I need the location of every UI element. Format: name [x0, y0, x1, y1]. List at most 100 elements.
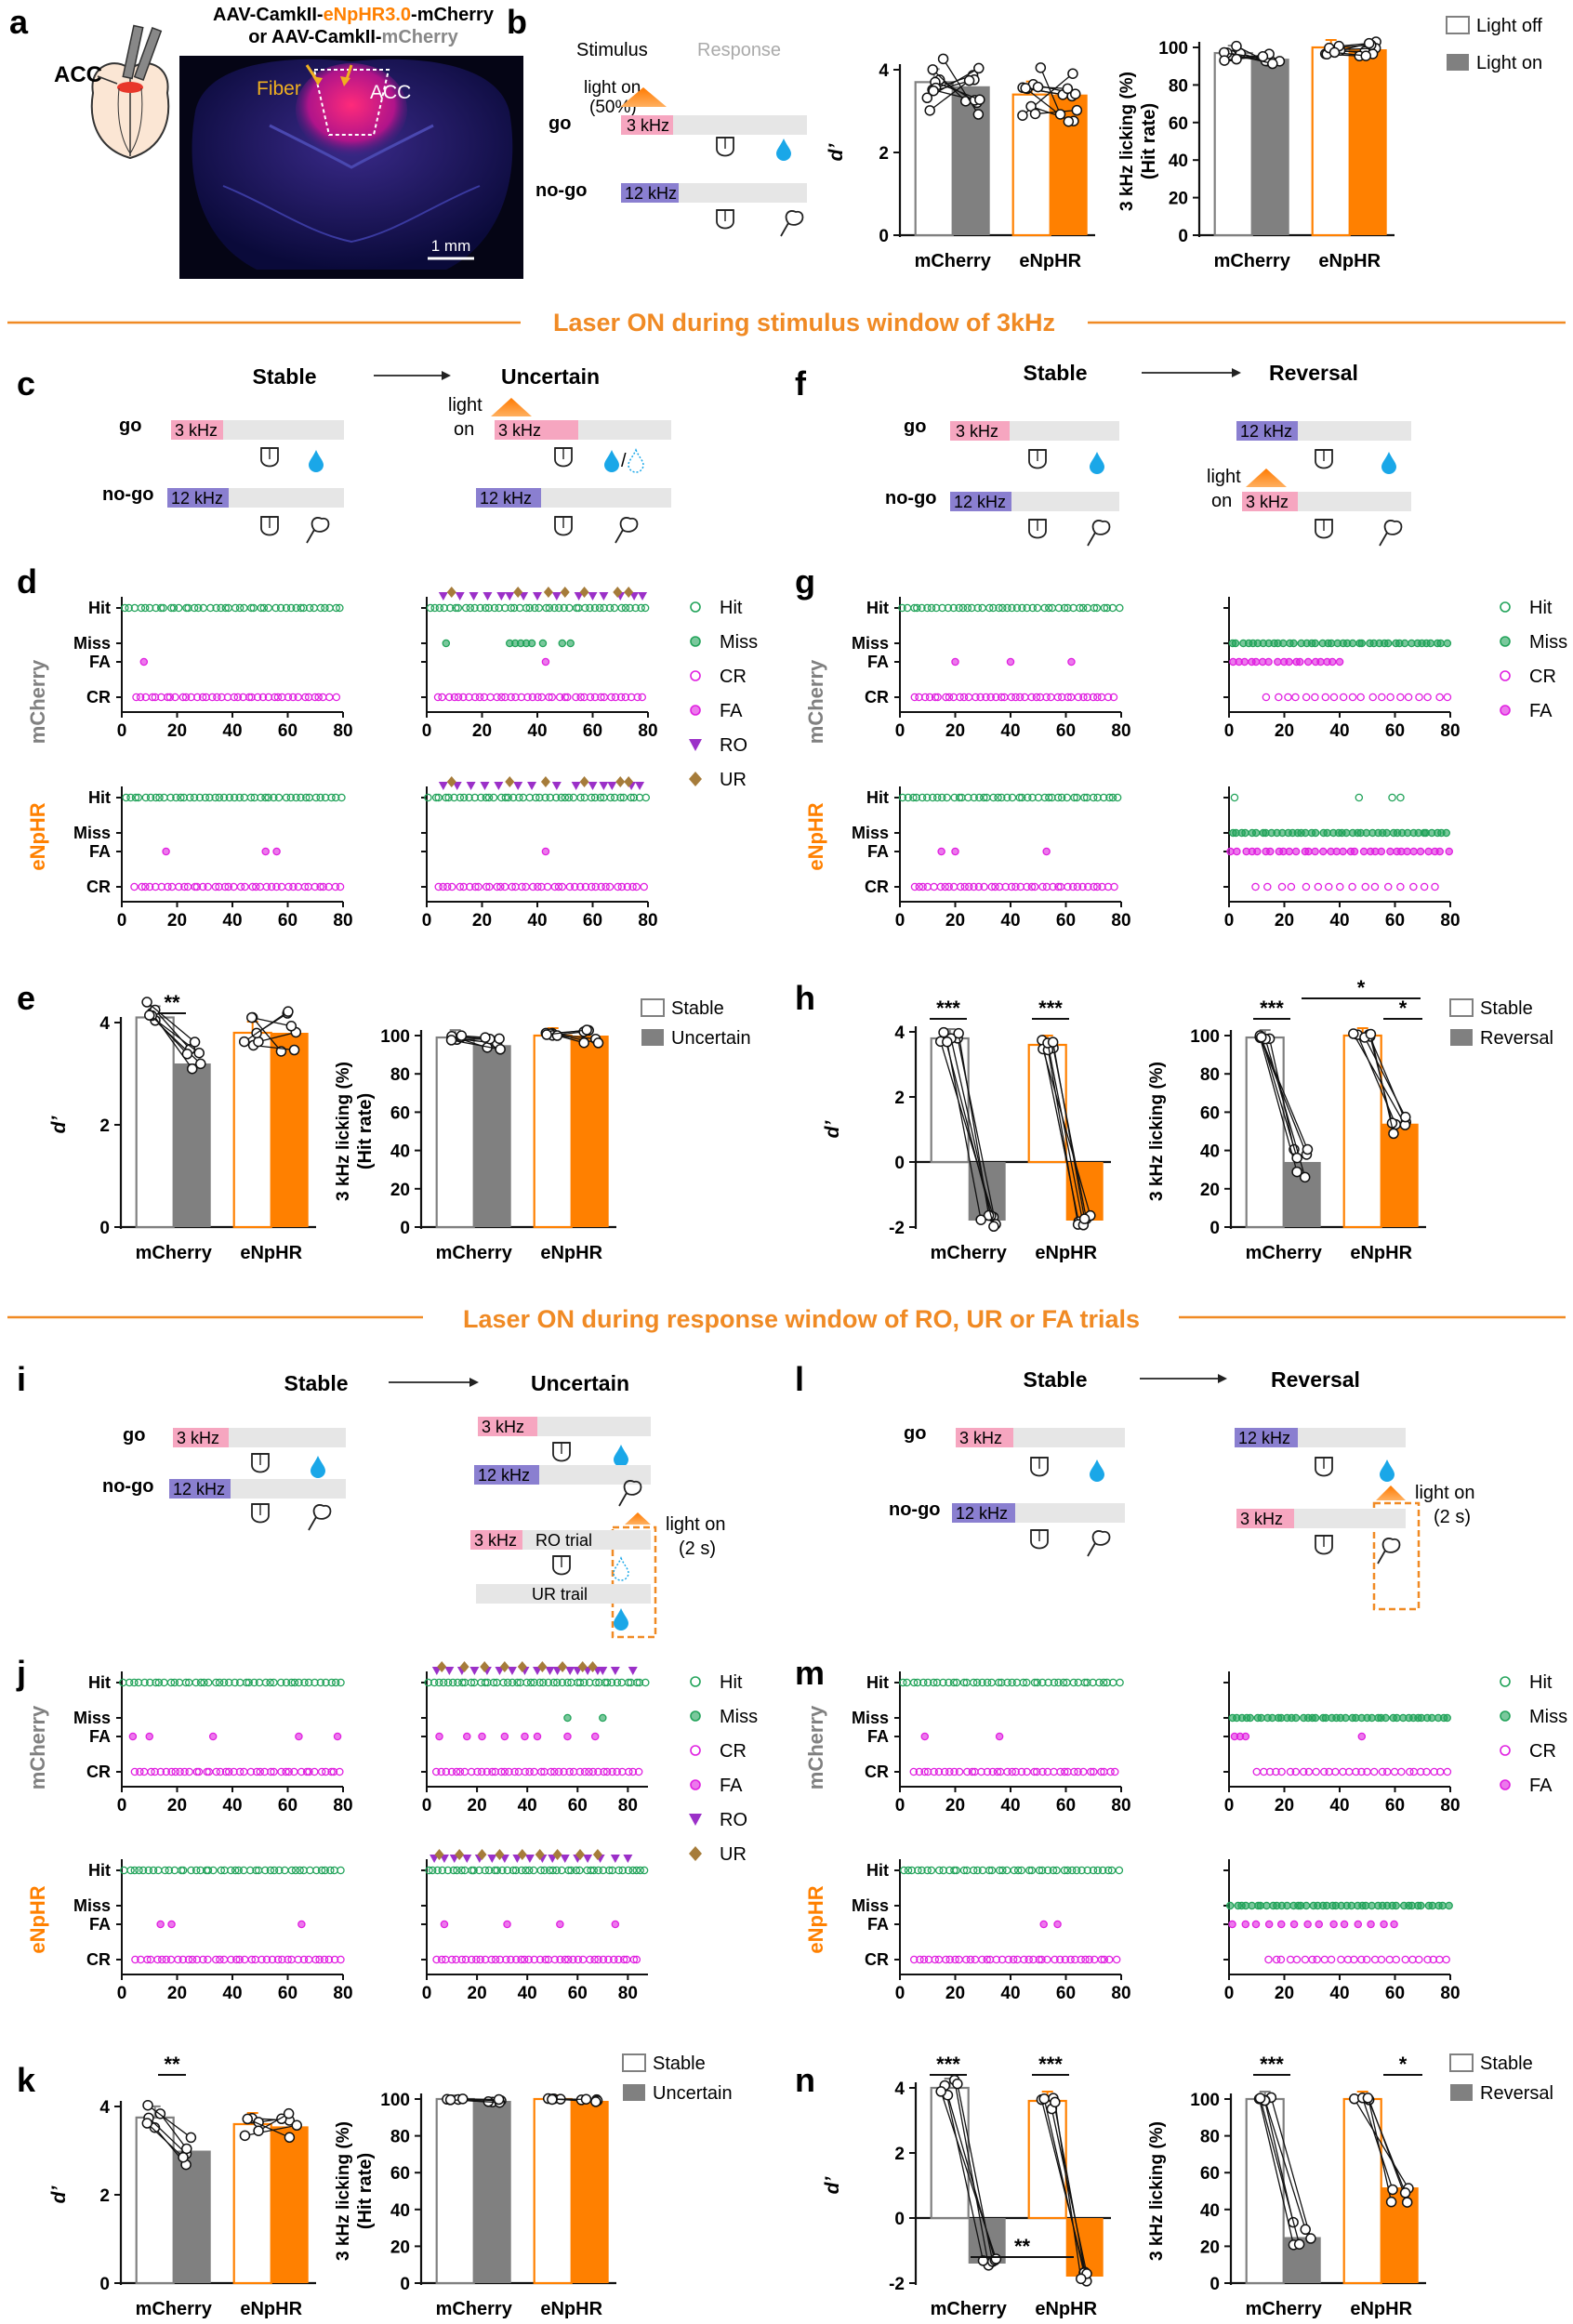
cr-marker	[977, 1767, 985, 1776]
fa-marker	[463, 1732, 471, 1741]
hit-marker	[292, 793, 300, 802]
hit-marker	[130, 1866, 139, 1875]
hit-marker	[270, 1866, 279, 1875]
fa-marker	[1340, 1920, 1349, 1929]
cr-marker	[1087, 1767, 1095, 1776]
panel-label-h: h	[795, 979, 815, 1017]
cr-marker	[1386, 693, 1395, 702]
x-tick-label: 60	[1056, 1984, 1076, 2003]
cr-marker	[230, 1767, 238, 1776]
bar-eNpHR-s1	[232, 2122, 272, 2285]
hit-marker	[1045, 603, 1053, 613]
hit-marker	[144, 1866, 153, 1875]
hit-marker	[509, 1866, 518, 1875]
x-tick-label: 0	[117, 1796, 127, 1816]
legend-miss-marker	[690, 636, 701, 647]
y-axis-label: 3 kHz licking (%)	[334, 2121, 353, 2261]
cr-marker	[471, 882, 480, 891]
cr-marker	[1112, 1955, 1121, 1964]
cr-marker	[1007, 882, 1016, 891]
fa-marker	[162, 847, 170, 856]
legend-miss-label: Miss	[1529, 1707, 1567, 1727]
cr-marker	[1423, 1955, 1432, 1964]
cr-marker	[162, 1955, 171, 1964]
hit-marker	[296, 1866, 304, 1875]
go-label: go	[904, 416, 926, 437]
nogo-label: no-go	[102, 1476, 154, 1497]
cr-marker	[1081, 1955, 1090, 1964]
subject-line	[1039, 67, 1062, 115]
group-label-mcherry: mCherry	[26, 1705, 49, 1789]
row-label-hit: Hit	[866, 1673, 889, 1692]
ro-marker	[628, 1667, 638, 1675]
miss-marker	[1436, 639, 1445, 648]
fa-marker	[937, 847, 945, 856]
hit-marker	[439, 1678, 448, 1687]
y-tick-label: 80	[1200, 1065, 1220, 1085]
subject-line	[154, 1010, 191, 1050]
subject-point	[246, 1011, 258, 1023]
subject-point	[924, 105, 935, 116]
subject-point	[590, 2096, 601, 2107]
subject-point	[1399, 2187, 1411, 2199]
hit-marker	[141, 793, 151, 802]
fa-marker	[1241, 1920, 1250, 1929]
ro-marker	[466, 782, 476, 790]
cr-marker	[565, 1767, 574, 1776]
cr-marker	[1272, 1955, 1281, 1964]
panel-label-k: k	[17, 2061, 36, 2099]
hit-marker	[509, 603, 519, 613]
cr-marker	[1369, 1767, 1379, 1776]
arrow-icon	[469, 1378, 479, 1387]
subject-point	[1291, 1166, 1302, 1178]
hit-marker	[217, 1866, 226, 1875]
air-puff-icon	[1377, 1538, 1401, 1565]
group-label-mcherry: mCherry	[804, 659, 827, 744]
cr-marker	[959, 693, 969, 702]
x-tick-label: 20	[472, 721, 492, 741]
ro-marker	[560, 1855, 570, 1863]
hit-marker	[304, 1678, 313, 1687]
cr-marker	[175, 882, 183, 891]
cr-marker	[628, 882, 637, 891]
subject-point	[195, 1058, 206, 1070]
hit-marker	[998, 793, 1006, 802]
category-label: mCherry	[436, 2299, 513, 2319]
subject-point	[578, 1037, 589, 1049]
hit-marker	[526, 1678, 535, 1687]
ro-marker	[623, 1855, 633, 1863]
cr-marker	[1056, 1767, 1064, 1776]
x-tick-label: 40	[1329, 1796, 1349, 1816]
subject-point	[1385, 2196, 1397, 2208]
water-drop-icon	[614, 1445, 628, 1467]
cr-marker	[956, 693, 964, 702]
hit-marker	[337, 793, 346, 802]
hit-marker	[209, 1866, 218, 1875]
subject-line	[1362, 2097, 1394, 2190]
cr-marker	[992, 1955, 1001, 1964]
cr-marker	[235, 1767, 245, 1776]
subject-point	[963, 74, 975, 86]
hit-marker	[140, 1678, 149, 1687]
cr-marker	[132, 693, 140, 702]
hit-marker	[446, 603, 455, 613]
hit-marker	[985, 1866, 994, 1875]
cr-marker	[211, 882, 220, 891]
hit-marker	[600, 603, 608, 613]
subject-point	[1047, 1037, 1059, 1048]
cr-marker	[558, 882, 567, 891]
hit-marker	[1078, 603, 1088, 613]
cr-marker	[188, 1955, 197, 1964]
cr-marker	[602, 1767, 612, 1776]
hit-marker	[292, 603, 300, 613]
cr-marker	[212, 1767, 220, 1776]
hit-marker	[149, 1866, 158, 1875]
legend-ur-label: UR	[720, 1844, 747, 1865]
fa-marker	[1357, 1732, 1367, 1741]
subject-line	[451, 1039, 501, 1050]
subject-line	[147, 2105, 192, 2138]
cr-marker	[267, 1767, 275, 1776]
y-tick-label: 20	[1169, 190, 1188, 209]
hit-marker	[587, 793, 596, 802]
